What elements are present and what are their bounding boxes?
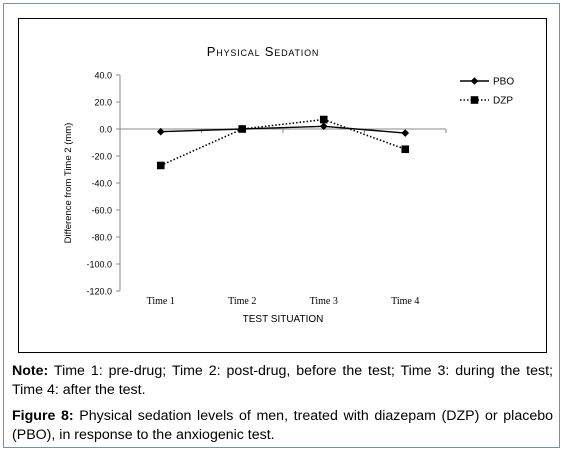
line-chart: Physical Sedation -120.0 -100.0 -80.0 -60.0 -… [63,44,514,325]
figure-caption: Figure 8: Physical sedation levels of me… [12,407,553,445]
x-tick-label: Time 1 [147,296,175,307]
legend-marker-dzp [470,96,479,104]
y-tick-label: 20.0 [94,98,112,108]
note-label: Note: [12,363,49,379]
note-text: Time 1: pre-drug; Time 2: post-drug, bef… [12,363,553,398]
note-caption: Note: Time 1: pre-drug; Time 2: post-dru… [12,362,553,400]
y-tick-label: -40.0 [91,179,112,189]
legend-label-pbo: PBO [493,77,514,88]
y-tick-label: -20.0 [91,152,112,162]
chart-container: Physical Sedation -120.0 -100.0 -80.0 -60.0 -… [18,18,547,353]
y-axis-title: Difference from Time 2 (mm) [63,123,74,244]
y-tick-label: -60.0 [91,206,112,216]
y-tick-label: 0.0 [99,125,112,135]
data-point-pbo [319,122,328,131]
x-tick-label: Time 4 [391,296,419,307]
figure-frame: Physical Sedation -120.0 -100.0 -80.0 -60.0 -… [3,3,560,448]
series-line-dzp [160,118,406,167]
y-tick-label: -100.0 [86,260,112,270]
x-axis-title: TEST SITUATION [243,314,324,325]
series-line-pbo [160,125,406,134]
data-point-pbo [401,129,410,137]
x-tick-label: Time 3 [310,296,338,307]
figure-label: Figure 8: [12,408,74,424]
y-tick-label: -120.0 [86,287,112,297]
data-point-dzp [156,161,165,170]
y-tick-label: -80.0 [91,233,112,243]
legend-label-dzp: DZP [493,96,513,107]
data-point-dzp [319,115,328,124]
chart-title: Physical Sedation [207,44,319,59]
figure-caption-text: Physical sedation levels of men, treated… [12,408,553,443]
x-tick-label: Time 2 [228,296,256,307]
y-tick-label: 40.0 [94,71,112,81]
data-point-dzp [401,145,410,154]
data-point-pbo [156,127,165,136]
legend-marker-pbo [470,77,479,85]
data-point-dzp [238,125,247,133]
